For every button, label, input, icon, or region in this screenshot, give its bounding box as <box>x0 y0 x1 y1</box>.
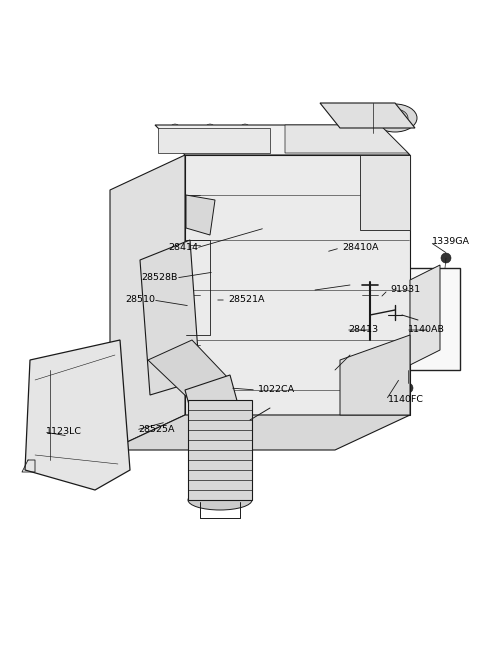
Ellipse shape <box>195 166 205 174</box>
Polygon shape <box>110 155 185 450</box>
Ellipse shape <box>395 166 405 174</box>
Ellipse shape <box>215 396 225 404</box>
Polygon shape <box>188 400 252 500</box>
Ellipse shape <box>345 396 355 404</box>
Ellipse shape <box>182 267 190 273</box>
Polygon shape <box>360 155 410 230</box>
Ellipse shape <box>375 396 385 404</box>
Ellipse shape <box>233 200 257 220</box>
Polygon shape <box>186 195 215 235</box>
Polygon shape <box>320 103 415 128</box>
Ellipse shape <box>260 166 270 174</box>
Polygon shape <box>340 335 410 415</box>
Ellipse shape <box>195 396 205 404</box>
Ellipse shape <box>403 383 413 393</box>
Ellipse shape <box>372 293 388 307</box>
Ellipse shape <box>285 166 295 174</box>
Text: 28410A: 28410A <box>342 243 379 253</box>
Ellipse shape <box>260 396 270 404</box>
Ellipse shape <box>188 390 252 410</box>
Text: 28414: 28414 <box>168 243 198 253</box>
Ellipse shape <box>225 244 265 276</box>
Polygon shape <box>185 155 410 415</box>
Text: 28525A: 28525A <box>138 426 175 434</box>
Ellipse shape <box>315 166 325 174</box>
Ellipse shape <box>360 271 376 289</box>
Ellipse shape <box>26 452 34 458</box>
Ellipse shape <box>315 396 325 404</box>
Ellipse shape <box>190 265 202 275</box>
Polygon shape <box>25 340 130 490</box>
Polygon shape <box>148 340 230 400</box>
Ellipse shape <box>206 124 214 130</box>
Ellipse shape <box>382 109 408 127</box>
Ellipse shape <box>182 242 190 248</box>
Polygon shape <box>410 265 440 365</box>
Polygon shape <box>285 125 408 153</box>
Ellipse shape <box>54 398 90 442</box>
Ellipse shape <box>188 490 252 510</box>
Ellipse shape <box>225 194 265 226</box>
Text: 28510: 28510 <box>125 295 155 304</box>
Ellipse shape <box>233 350 257 370</box>
Ellipse shape <box>182 317 190 323</box>
Text: 28521A: 28521A <box>228 295 264 304</box>
Ellipse shape <box>359 371 391 399</box>
Polygon shape <box>158 128 270 153</box>
Ellipse shape <box>417 317 427 327</box>
Text: 1140FC: 1140FC <box>388 396 424 405</box>
Ellipse shape <box>382 287 394 297</box>
Ellipse shape <box>233 250 257 270</box>
Ellipse shape <box>182 292 190 298</box>
Polygon shape <box>185 375 245 445</box>
Text: 28413: 28413 <box>348 325 378 335</box>
Ellipse shape <box>225 344 265 376</box>
Text: 1123LC: 1123LC <box>46 428 82 436</box>
Ellipse shape <box>441 253 451 263</box>
Ellipse shape <box>372 193 388 207</box>
Ellipse shape <box>104 345 112 351</box>
Text: 28528B: 28528B <box>142 274 178 283</box>
Text: 1339GA: 1339GA <box>432 237 470 247</box>
Ellipse shape <box>250 412 260 420</box>
Ellipse shape <box>233 300 257 320</box>
Ellipse shape <box>171 124 179 130</box>
Ellipse shape <box>395 396 405 404</box>
Polygon shape <box>155 125 410 155</box>
Ellipse shape <box>372 343 388 357</box>
Ellipse shape <box>241 124 249 130</box>
Ellipse shape <box>373 104 417 132</box>
Bar <box>350 268 460 370</box>
Text: 91931: 91931 <box>390 285 420 295</box>
Polygon shape <box>140 240 200 395</box>
Polygon shape <box>110 415 410 450</box>
Ellipse shape <box>372 243 388 257</box>
Text: 1022CA: 1022CA <box>258 386 295 394</box>
Ellipse shape <box>285 396 295 404</box>
Text: 1140AB: 1140AB <box>408 325 445 335</box>
Ellipse shape <box>31 377 39 383</box>
Ellipse shape <box>225 294 265 326</box>
Ellipse shape <box>347 361 403 409</box>
Ellipse shape <box>215 166 225 174</box>
Ellipse shape <box>375 166 385 174</box>
Ellipse shape <box>114 457 122 463</box>
Ellipse shape <box>345 166 355 174</box>
